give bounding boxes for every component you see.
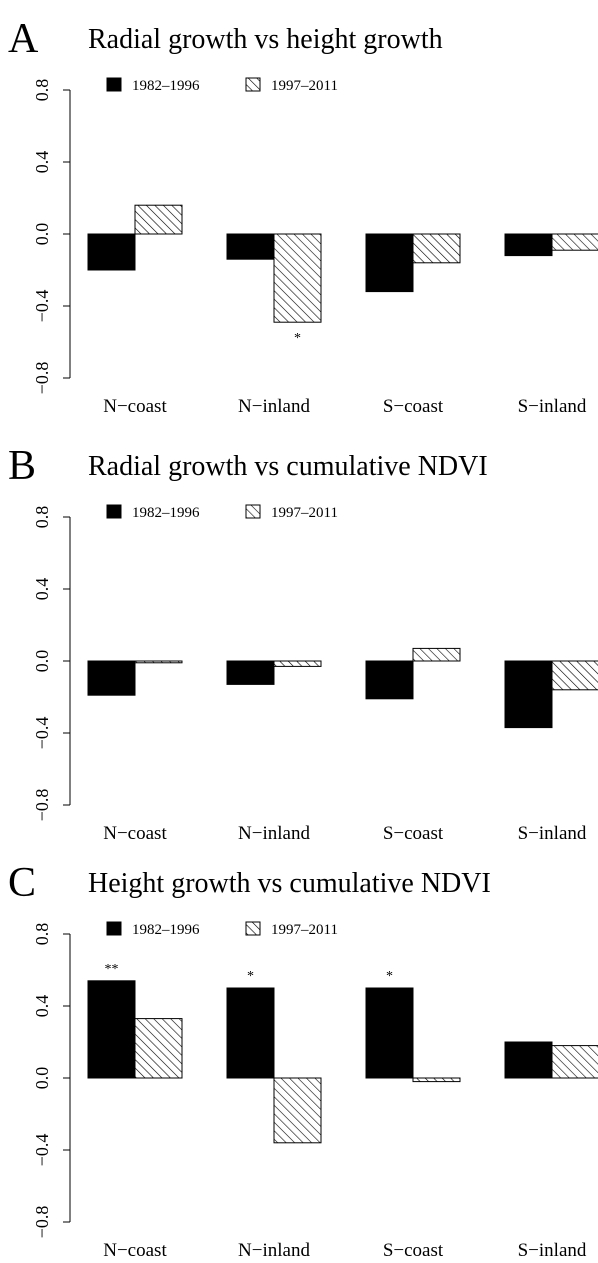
bar (226, 660, 275, 685)
bar (412, 233, 461, 264)
x-tick-label: N−coast (103, 396, 167, 417)
legend-label: 1982–1996 (132, 922, 200, 938)
bar (365, 987, 414, 1079)
x-tick-label: N−inland (238, 1240, 310, 1261)
y-tick-label: 0.4 (32, 995, 52, 1018)
legend-swatch (245, 921, 261, 936)
y-tick-label: −0.4 (32, 1134, 52, 1167)
panel-letter: C (8, 860, 36, 906)
chart-title: Height growth vs cumulative NDVI (88, 868, 491, 899)
bar (412, 1077, 461, 1083)
legend-label: 1997–2011 (271, 78, 338, 94)
x-tick-label: N−coast (103, 1240, 167, 1261)
x-tick-label: S−inland (518, 823, 587, 844)
bar (273, 660, 322, 667)
bar (87, 980, 136, 1079)
bar (504, 660, 553, 729)
legend-swatch (245, 504, 261, 519)
bar (273, 1077, 322, 1144)
y-tick-label: −0.8 (32, 789, 52, 822)
x-tick-label: N−inland (238, 823, 310, 844)
y-tick-label: −0.4 (32, 290, 52, 323)
legend-label: 1982–1996 (132, 505, 200, 521)
panel: A Radial growth vs height growth −0.8 −0.4 0… (8, 16, 598, 417)
x-tick-label: S−coast (383, 396, 444, 417)
y-tick-label: 0.4 (32, 578, 52, 601)
legend-label: 1997–2011 (271, 922, 338, 938)
bar (365, 233, 414, 293)
y-tick-label: −0.8 (32, 362, 52, 395)
legend-swatch (106, 504, 122, 519)
panel: B Radial growth vs cumulative NDVI −0.8 −0.… (8, 443, 598, 844)
significance-label: * (247, 969, 254, 984)
y-tick-label: 0.0 (32, 1067, 52, 1090)
x-tick-label: S−inland (518, 1240, 587, 1261)
bar (504, 1041, 553, 1079)
bar (87, 660, 136, 696)
x-tick-label: S−inland (518, 396, 587, 417)
bar (134, 204, 183, 235)
y-tick-label: 0.8 (32, 923, 52, 946)
y-tick-label: 0.0 (32, 650, 52, 673)
y-tick-label: −0.4 (32, 717, 52, 750)
bar (226, 233, 275, 260)
panel-letter: A (8, 16, 39, 62)
legend-swatch (106, 921, 122, 936)
bar (365, 660, 414, 700)
bar (134, 1018, 183, 1079)
x-tick-label: N−inland (238, 396, 310, 417)
chart-title: Radial growth vs height growth (88, 24, 443, 55)
x-tick-label: S−coast (383, 1240, 444, 1261)
bar (551, 1045, 598, 1079)
significance-label: * (294, 331, 301, 346)
y-tick-label: 0.8 (32, 506, 52, 529)
bar (504, 233, 553, 257)
bar (134, 660, 183, 664)
x-tick-label: N−coast (103, 823, 167, 844)
legend-label: 1997–2011 (271, 505, 338, 521)
bar (551, 660, 598, 691)
bar (226, 987, 275, 1079)
bar (273, 233, 322, 323)
y-tick-label: 0.0 (32, 223, 52, 246)
panel-letter: B (8, 443, 36, 489)
bar (551, 233, 598, 251)
significance-label: ** (105, 962, 119, 977)
y-tick-label: 0.8 (32, 79, 52, 102)
significance-label: * (386, 969, 393, 984)
y-tick-label: −0.8 (32, 1206, 52, 1239)
chart-title: Radial growth vs cumulative NDVI (88, 451, 488, 482)
x-tick-label: S−coast (383, 823, 444, 844)
y-tick-label: 0.4 (32, 151, 52, 174)
bar (87, 233, 136, 271)
bar (412, 647, 461, 662)
panel: C Height growth vs cumulative NDVI −0.8 −0.… (8, 860, 598, 1261)
legend-swatch (245, 77, 261, 92)
legend-label: 1982–1996 (132, 78, 200, 94)
legend-swatch (106, 77, 122, 92)
